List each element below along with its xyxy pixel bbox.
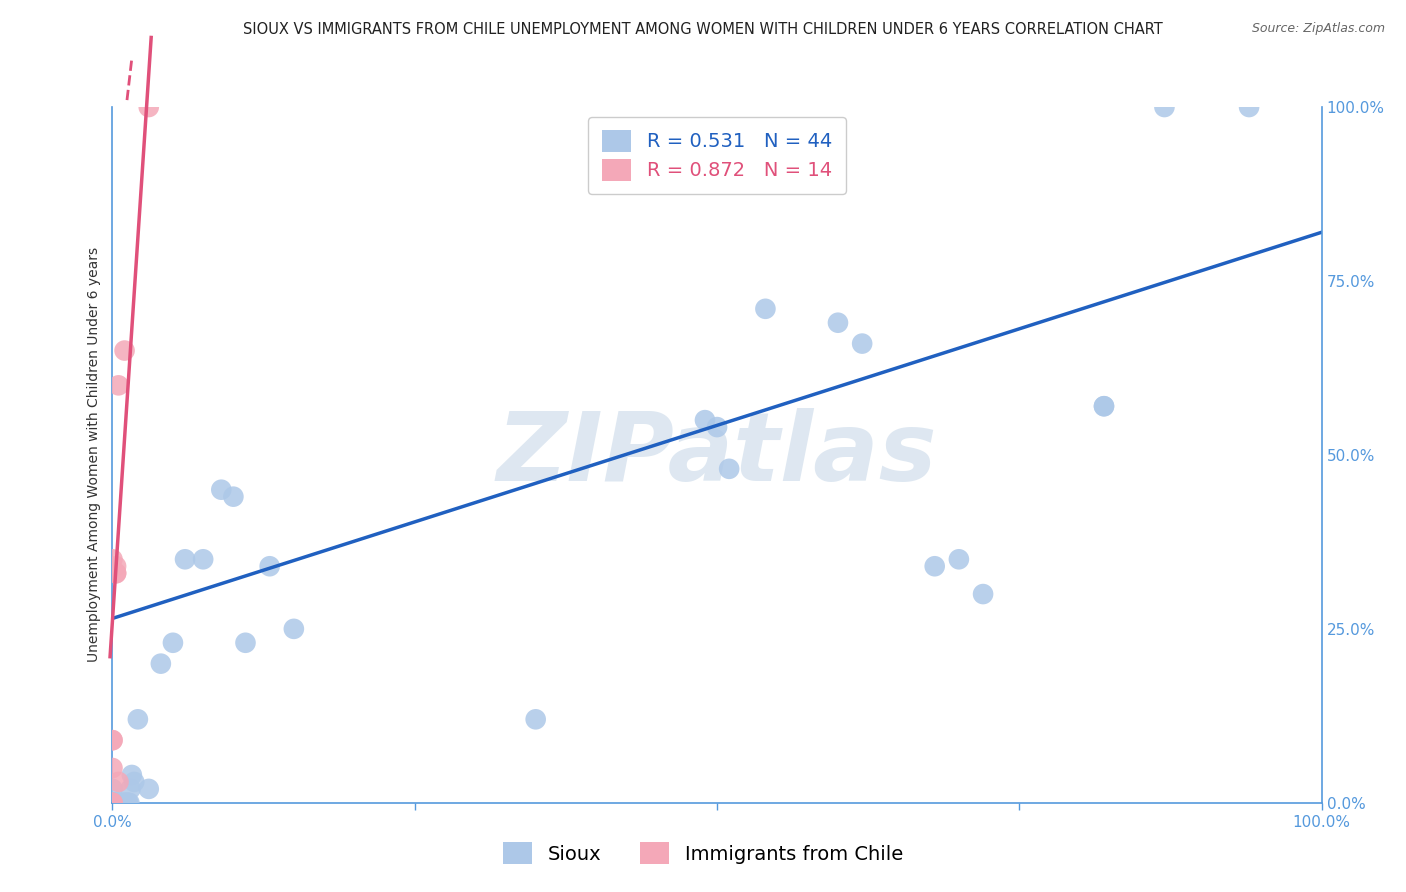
Point bbox=[718, 462, 741, 476]
Point bbox=[105, 566, 128, 581]
Text: ZIPatlas: ZIPatlas bbox=[496, 409, 938, 501]
Point bbox=[127, 712, 149, 726]
Point bbox=[114, 796, 136, 810]
Point bbox=[1153, 100, 1175, 114]
Point bbox=[754, 301, 776, 316]
Point bbox=[101, 796, 124, 810]
Point bbox=[101, 761, 124, 775]
Point bbox=[120, 781, 142, 796]
Point bbox=[283, 622, 305, 636]
Point bbox=[101, 796, 124, 810]
Point bbox=[948, 552, 970, 566]
Point bbox=[105, 566, 128, 581]
Point bbox=[110, 796, 132, 810]
Point bbox=[101, 733, 124, 747]
Point bbox=[1092, 399, 1115, 413]
Point bbox=[118, 796, 141, 810]
Point bbox=[105, 796, 128, 810]
Point bbox=[191, 552, 214, 566]
Point bbox=[105, 796, 128, 810]
Point bbox=[105, 796, 128, 810]
Point bbox=[101, 796, 124, 810]
Point bbox=[101, 796, 124, 810]
Text: Source: ZipAtlas.com: Source: ZipAtlas.com bbox=[1251, 22, 1385, 36]
Text: SIOUX VS IMMIGRANTS FROM CHILE UNEMPLOYMENT AMONG WOMEN WITH CHILDREN UNDER 6 YE: SIOUX VS IMMIGRANTS FROM CHILE UNEMPLOYM… bbox=[243, 22, 1163, 37]
Point bbox=[101, 552, 124, 566]
Point bbox=[107, 775, 129, 789]
Point bbox=[174, 552, 197, 566]
Point bbox=[851, 336, 873, 351]
Point bbox=[101, 781, 124, 796]
Legend: Sioux, Immigrants from Chile: Sioux, Immigrants from Chile bbox=[494, 833, 912, 873]
Point bbox=[101, 796, 124, 810]
Point bbox=[138, 100, 160, 114]
Point bbox=[107, 796, 129, 810]
Y-axis label: Unemployment Among Women with Children Under 6 years: Unemployment Among Women with Children U… bbox=[87, 247, 101, 663]
Point bbox=[101, 796, 124, 810]
Point bbox=[149, 657, 172, 671]
Point bbox=[107, 378, 129, 392]
Point bbox=[827, 316, 849, 330]
Point bbox=[117, 796, 139, 810]
Point bbox=[162, 636, 184, 650]
Point bbox=[105, 559, 128, 574]
Point bbox=[706, 420, 728, 434]
Point bbox=[105, 796, 128, 810]
Point bbox=[235, 636, 257, 650]
Point bbox=[1237, 100, 1260, 114]
Point bbox=[222, 490, 245, 504]
Legend: R = 0.531   N = 44, R = 0.872   N = 14: R = 0.531 N = 44, R = 0.872 N = 14 bbox=[589, 117, 845, 194]
Point bbox=[121, 768, 143, 782]
Point bbox=[259, 559, 281, 574]
Point bbox=[115, 796, 138, 810]
Point bbox=[138, 781, 160, 796]
Point bbox=[693, 413, 716, 427]
Point bbox=[209, 483, 232, 497]
Point bbox=[924, 559, 946, 574]
Point bbox=[114, 343, 136, 358]
Point bbox=[972, 587, 994, 601]
Point bbox=[101, 796, 124, 810]
Point bbox=[1092, 399, 1115, 413]
Point bbox=[101, 733, 124, 747]
Point bbox=[114, 796, 136, 810]
Point bbox=[524, 712, 547, 726]
Point bbox=[122, 775, 145, 789]
